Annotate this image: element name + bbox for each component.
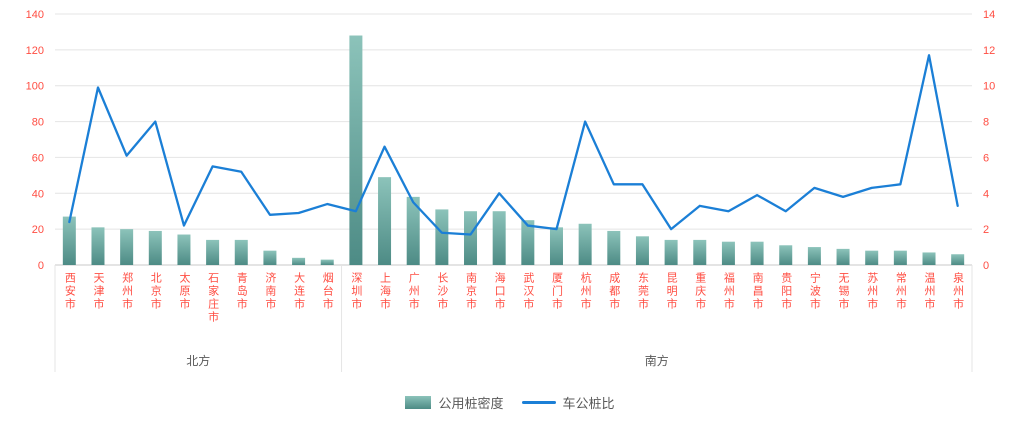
left-axis-tick: 60 [32, 152, 44, 164]
bar [349, 35, 363, 266]
category-label: 青岛市 [235, 272, 248, 311]
category-label: 济南市 [263, 272, 276, 311]
right-axis-tick: 12 [983, 45, 995, 57]
bar [292, 257, 306, 265]
ratio-line [68, 54, 959, 236]
category-label: 贵阳市 [779, 272, 792, 311]
bar [263, 250, 277, 265]
category-label: 泉州市 [951, 272, 964, 311]
category-label: 太原市 [177, 272, 190, 311]
category-label: 南昌市 [751, 272, 764, 311]
category-label: 厦门市 [550, 272, 563, 311]
left-axis-tick: 0 [38, 260, 44, 272]
bar [664, 239, 678, 265]
right-axis-tick: 6 [983, 152, 989, 164]
legend: 公用桩密度 车公桩比 [0, 393, 1020, 412]
category-label: 上海市 [378, 272, 391, 311]
bar [120, 229, 134, 265]
bar [378, 177, 392, 265]
category-label: 天津市 [91, 272, 104, 311]
category-label: 温州市 [923, 272, 936, 311]
left-axis-tick: 100 [26, 81, 44, 93]
bar [464, 211, 478, 265]
line-series-label: 车公桩比 [562, 396, 615, 411]
category-label: 郑州市 [120, 272, 133, 311]
bar [320, 259, 334, 265]
category-label: 宁波市 [808, 272, 821, 311]
category-label: 无锡市 [837, 272, 850, 311]
bar [148, 230, 162, 265]
category-label: 东莞市 [636, 272, 649, 311]
category-label: 广州市 [407, 272, 420, 311]
legend-item-line: 车公桩比 [521, 393, 615, 412]
bar [406, 196, 420, 265]
category-label: 石家庄市 [206, 272, 219, 324]
bar [865, 250, 879, 265]
right-axis-tick: 14 [983, 9, 995, 21]
category-label: 福州市 [722, 272, 735, 311]
bar [779, 245, 793, 265]
category-label: 成都市 [607, 272, 620, 311]
category-label: 武汉市 [521, 272, 534, 311]
group-label: 北方 [186, 354, 211, 368]
left-axis-tick: 40 [32, 188, 44, 200]
bar [807, 247, 821, 265]
right-axis-tick: 10 [983, 81, 995, 93]
bar [549, 227, 563, 265]
right-axis-tick: 2 [983, 224, 989, 236]
category-label: 大连市 [292, 272, 305, 311]
bar [578, 223, 592, 265]
bar [234, 239, 248, 265]
category-label: 杭州市 [579, 272, 592, 311]
bar [521, 220, 535, 265]
left-axis-tick: 80 [32, 117, 44, 129]
category-label: 昆明市 [665, 272, 678, 311]
category-label: 长沙市 [435, 272, 448, 311]
bar [91, 227, 105, 265]
bar [607, 230, 621, 265]
bar [951, 254, 965, 265]
bar [893, 250, 907, 265]
bar-series-label: 公用桩密度 [438, 396, 504, 411]
category-label: 西安市 [63, 272, 76, 311]
bar [635, 236, 649, 265]
category-label: 重庆市 [693, 272, 706, 311]
left-axis-tick: 20 [32, 224, 44, 236]
bar [922, 252, 936, 265]
category-label: 苏州市 [865, 272, 878, 311]
bar [62, 216, 76, 265]
left-axis-tick: 120 [26, 45, 44, 57]
right-axis-tick: 0 [983, 260, 989, 272]
right-axis-tick: 8 [983, 117, 989, 129]
legend-item-bar: 公用桩密度 [405, 393, 504, 412]
bar [721, 241, 735, 265]
line-series-swatch [521, 401, 556, 404]
category-label: 深圳市 [349, 272, 362, 311]
bar [492, 211, 506, 265]
category-label: 烟台市 [321, 272, 334, 311]
category-label: 南京市 [464, 272, 477, 311]
category-label: 海口市 [493, 272, 506, 311]
bar [836, 248, 850, 265]
category-label: 常州市 [894, 272, 907, 311]
bar [177, 234, 191, 265]
right-axis-tick: 4 [983, 188, 989, 200]
bar [750, 241, 764, 265]
bar [206, 239, 220, 265]
bar [693, 239, 707, 265]
group-label: 南方 [644, 354, 669, 368]
left-axis-tick: 140 [26, 9, 44, 21]
bar [435, 209, 449, 265]
category-label: 北京市 [149, 272, 162, 311]
bar-series-swatch [405, 396, 432, 409]
